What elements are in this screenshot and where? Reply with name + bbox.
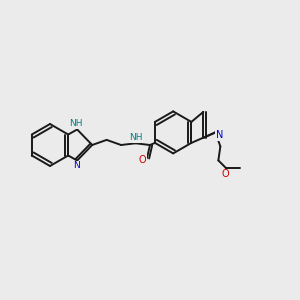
Text: N: N (73, 161, 80, 170)
Text: NH: NH (69, 119, 83, 128)
Text: N: N (216, 130, 223, 140)
Text: O: O (138, 155, 146, 165)
Text: NH: NH (129, 133, 142, 142)
Text: O: O (221, 169, 229, 179)
